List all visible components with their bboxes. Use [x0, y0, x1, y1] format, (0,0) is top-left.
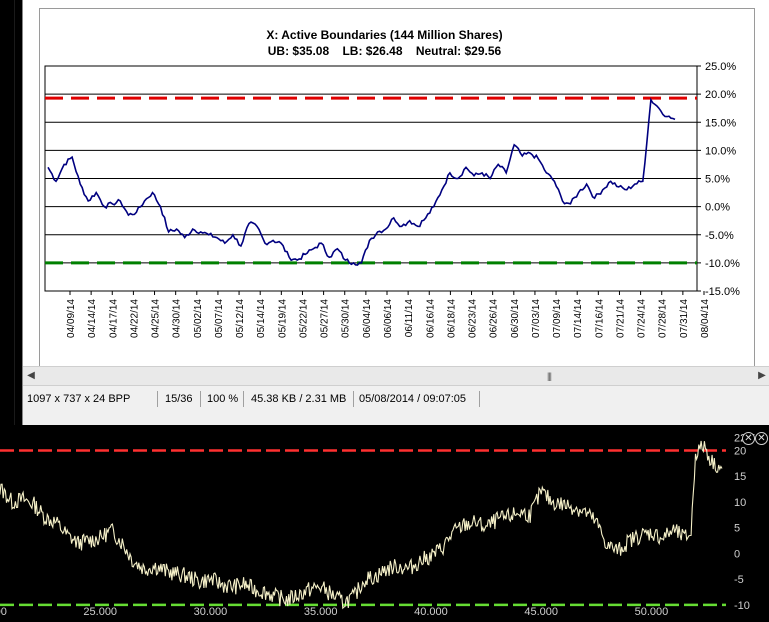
status-separator	[157, 391, 158, 407]
y-tick-label: -10	[734, 600, 750, 612]
x-tick-label: 06/16/14	[425, 299, 436, 338]
dark-chart-plot: 22.520151050-5-1020.00025.00030.00035.00…	[0, 433, 755, 618]
x-tick-label: 05/07/14	[214, 299, 225, 338]
y-tick-label: 0.0%	[705, 202, 730, 214]
arrow-left-icon[interactable]: ◀	[27, 370, 35, 381]
y-tick-label: 20.0%	[705, 89, 736, 101]
x-tick-label: 05/14/14	[256, 299, 267, 338]
y-tick-label: 15.0%	[705, 117, 736, 129]
x-tick-label: 05/02/14	[193, 299, 204, 338]
series-line	[0, 440, 723, 610]
y-tick-label: -5	[734, 574, 744, 586]
y-tick-label: 20	[734, 445, 746, 457]
x-tick-label: 06/18/14	[446, 299, 457, 338]
chart-title: X: Active Boundaries (144 Million Shares…	[266, 28, 503, 42]
x-tick-label: 06/23/14	[468, 299, 479, 338]
x-tick-label: 07/28/14	[658, 299, 669, 338]
y-tick-label: 15	[734, 471, 746, 483]
arrow-right-icon[interactable]: ▶	[758, 370, 766, 381]
scroll-thumb-grip-icon[interactable]: |||	[547, 371, 552, 381]
dark-price-chart	[0, 425, 769, 622]
horizontal-scrollbar[interactable]: ◀ ||| ▶	[23, 366, 769, 386]
y-tick-label: 5	[734, 523, 740, 535]
status-bar: 1097 x 737 x 24 BPP 15/36 100 % 45.38 KB…	[23, 388, 769, 410]
close-circle-icon[interactable]: ✕	[755, 432, 768, 445]
status-separator	[200, 391, 201, 407]
status-filesize: 45.38 KB / 2.31 MB	[251, 393, 347, 405]
x-tick-label: 07/24/14	[637, 299, 648, 338]
canvas-top-margin	[23, 0, 769, 8]
x-tick-label: 05/27/14	[320, 299, 331, 338]
x-tick-label: 07/03/14	[531, 299, 542, 338]
x-tick-label: 20.000	[0, 606, 7, 618]
x-tick-label: 05/12/14	[235, 299, 246, 338]
status-zoom: 100 %	[207, 393, 239, 405]
y-tick-label: -15.0%	[705, 286, 740, 298]
x-tick-label: 07/09/14	[552, 299, 563, 338]
x-tick-label: 30.000	[194, 606, 228, 618]
x-tick-label: 07/16/14	[594, 299, 605, 338]
x-tick-label: 05/19/14	[277, 299, 288, 338]
boundary-chart: 25.0% 20.0% 15.0% 10.0% 5.0% 0.0% -5.0% -10.0% -…	[44, 61, 740, 338]
x-tick-label: 06/04/14	[362, 299, 373, 338]
divider	[14, 0, 15, 425]
status-separator	[353, 391, 354, 407]
y-tick-label: 0	[734, 548, 740, 560]
window-bottom-edge	[23, 410, 769, 425]
status-separator	[479, 391, 480, 407]
x-tick-label: 05/30/14	[341, 299, 352, 338]
x-tick-label: 06/06/14	[383, 299, 394, 338]
y-tick-label: -5.0%	[705, 230, 734, 242]
x-tick-label: 05/22/14	[298, 299, 309, 338]
y-tick-label: 5.0%	[705, 174, 730, 186]
close-circle-icon[interactable]: ✕	[742, 432, 755, 445]
x-tick-label: 04/30/14	[172, 299, 183, 338]
status-datetime: 05/08/2014 / 09:07:05	[359, 393, 467, 405]
x-tick-label: 08/04/14	[700, 299, 711, 338]
x-tick-label: 06/30/14	[510, 299, 521, 338]
x-tick-label: 35.000	[304, 606, 338, 618]
y-tick-label: 10	[734, 497, 746, 509]
x-tick-label: 07/31/14	[679, 299, 690, 338]
x-tick-label: 06/11/14	[404, 299, 415, 338]
y-tick-label: -10.0%	[705, 258, 740, 270]
y-tick-label: 10.0%	[705, 145, 736, 157]
x-tick-label: 06/26/14	[489, 299, 500, 338]
chart-subtitle: UB: $35.08 LB: $26.48 Neutral: $29.56	[267, 44, 502, 58]
x-tick-label: 07/21/14	[615, 299, 626, 338]
x-tick-label: 04/09/14	[66, 299, 77, 338]
x-tick-label: 04/25/14	[151, 299, 162, 338]
x-tick-label: 45.000	[524, 606, 558, 618]
x-tick-label: 25.000	[83, 606, 117, 618]
x-tick-label: 50.000	[635, 606, 669, 618]
status-dimensions: 1097 x 737 x 24 BPP	[27, 393, 131, 405]
y-tick-label: 25.0%	[705, 61, 736, 73]
series-line	[47, 97, 676, 266]
background-strip	[0, 0, 22, 425]
status-separator	[243, 391, 244, 407]
x-tick-label: 04/14/14	[87, 299, 98, 338]
x-tick-label: 04/22/14	[129, 299, 140, 338]
x-tick-label: 04/17/14	[108, 299, 119, 338]
x-tick-label: 40.000	[414, 606, 448, 618]
status-index: 15/36	[165, 393, 193, 405]
x-tick-label: 07/14/14	[573, 299, 584, 338]
